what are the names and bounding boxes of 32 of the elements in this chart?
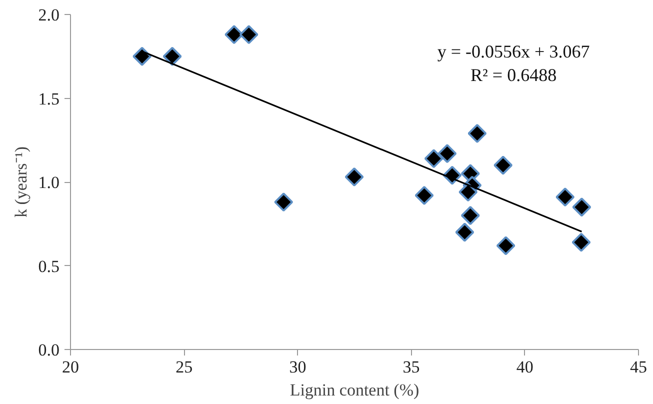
y-axis-title: k (years⁻¹) bbox=[11, 146, 30, 218]
x-tick-label: 20 bbox=[62, 358, 79, 376]
x-tick-label: 35 bbox=[402, 358, 420, 376]
point bbox=[239, 25, 258, 44]
x-axis-title: Lignin content (%) bbox=[290, 380, 420, 400]
y-tick-label: 2.0 bbox=[38, 6, 60, 24]
point bbox=[438, 144, 457, 164]
x-tick-label: 25 bbox=[176, 358, 193, 376]
point bbox=[344, 167, 364, 186]
point bbox=[572, 198, 592, 217]
point bbox=[162, 46, 182, 66]
point bbox=[274, 192, 294, 212]
point bbox=[468, 124, 487, 143]
point bbox=[424, 149, 444, 168]
point bbox=[496, 236, 516, 256]
y-tick-label: 1.0 bbox=[38, 173, 60, 192]
point bbox=[455, 222, 474, 242]
x-tick-label: 40 bbox=[516, 358, 534, 376]
annotation: R² = 0.6488 bbox=[470, 64, 557, 85]
point bbox=[414, 186, 434, 205]
point bbox=[556, 188, 575, 207]
x-tick-label: 30 bbox=[289, 358, 306, 376]
point bbox=[460, 206, 480, 225]
annotation: y = -0.0556x + 3.067 bbox=[437, 41, 590, 62]
y-tick-label: 1.5 bbox=[38, 89, 60, 108]
x-tick-label: 45 bbox=[630, 358, 647, 376]
point bbox=[458, 182, 478, 202]
y-tick-label: 0.0 bbox=[38, 340, 60, 360]
y-tick-label: 0.5 bbox=[38, 256, 60, 276]
point bbox=[494, 156, 513, 175]
point bbox=[572, 232, 591, 252]
point bbox=[132, 46, 152, 66]
